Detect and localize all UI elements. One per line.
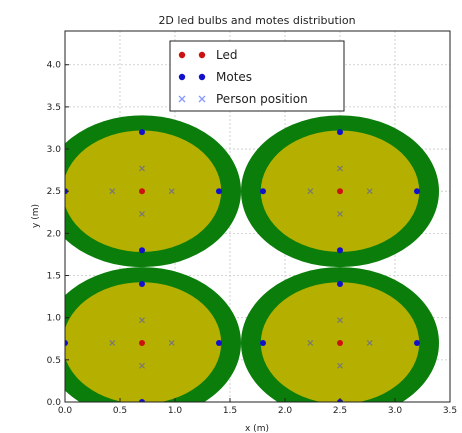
y-tick-label: 2.0	[47, 229, 62, 239]
legend-label: Motes	[216, 70, 252, 84]
person-position-point	[337, 362, 343, 369]
legend-marker	[198, 51, 206, 59]
led-point	[139, 188, 145, 195]
ticks: 0.0 0.5 1.0 1.5 2.0 2.5 3.0 3.5 0.0 0.5 1.0 1.5 2.0 2…	[47, 61, 457, 416]
x-tick-label: 1.5	[223, 406, 237, 416]
person-position-point	[109, 188, 116, 195]
person-position-point	[307, 188, 314, 195]
x-tick-label: 1.0	[168, 406, 183, 416]
x-axis-label: x (m)	[245, 424, 269, 433]
mote-point	[260, 339, 266, 346]
y-tick-label: 1.5	[47, 272, 61, 282]
mote-point	[216, 339, 222, 346]
mote-point	[65, 339, 68, 346]
person-position-point	[168, 340, 175, 346]
person-position-point	[168, 188, 175, 195]
mote-point	[337, 280, 343, 287]
x-tick-label: 3.5	[443, 406, 457, 416]
mote-point	[139, 399, 145, 402]
person-position-point	[337, 317, 343, 324]
mote-point	[139, 247, 145, 254]
y-tick-label: 2.5	[47, 187, 61, 197]
legend-marker	[178, 73, 186, 81]
y-tick-label: 3.0	[47, 145, 62, 155]
mote-point	[414, 339, 420, 346]
x-tick-label: 3.0	[388, 406, 403, 416]
person-position-point	[307, 340, 314, 346]
x-tick-label: 2.0	[278, 406, 293, 416]
y-tick-label: 4.0	[47, 61, 62, 71]
legend-marker	[198, 95, 206, 103]
mote-point	[139, 280, 145, 287]
y-tick-label: 1.0	[47, 314, 62, 324]
person-position-point	[109, 340, 116, 346]
legend-marker	[178, 95, 186, 103]
legend-marker	[178, 51, 186, 59]
person-position-point	[337, 211, 343, 217]
legend-label: Led	[216, 48, 237, 62]
person-position-point	[139, 211, 145, 217]
led-point	[139, 339, 145, 346]
y-tick-label: 0.5	[47, 356, 61, 366]
plot-frame	[64, 30, 451, 403]
person-position-point	[366, 340, 373, 346]
mote-point	[216, 188, 222, 195]
legend: Led Motes Person position	[169, 40, 345, 112]
led-point	[337, 339, 343, 346]
y-axis-label: y (m)	[31, 204, 41, 228]
person-position-point	[337, 165, 343, 172]
y-tick-label: 3.5	[47, 103, 61, 113]
person-position-point	[139, 362, 145, 369]
mote-point	[139, 129, 145, 136]
led-point	[337, 188, 343, 195]
chart-title: 2D led bulbs and motes distribution	[158, 14, 355, 27]
mote-point	[414, 188, 420, 195]
mote-point	[337, 129, 343, 136]
person-position-point	[139, 165, 145, 172]
person-position-point	[139, 317, 145, 324]
legend-marker	[198, 73, 206, 81]
legend-label: Person position	[216, 92, 308, 106]
mote-point	[337, 247, 343, 254]
mote-point	[260, 188, 266, 195]
data-points	[65, 129, 420, 402]
y-tick-label: 0.0	[47, 398, 62, 408]
person-position-point	[366, 188, 373, 195]
x-tick-label: 2.5	[333, 406, 347, 416]
x-tick-label: 0.0	[58, 406, 73, 416]
x-tick-label: 0.5	[113, 406, 127, 416]
